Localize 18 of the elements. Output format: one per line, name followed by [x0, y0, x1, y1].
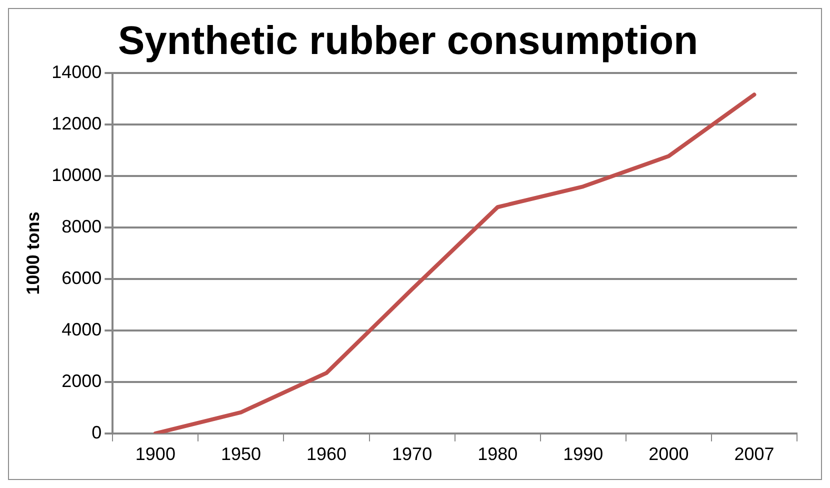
x-tick-label: 2007 — [734, 444, 774, 464]
y-tick-label: 4000 — [62, 319, 102, 340]
chart-title: Synthetic rubber consumption — [118, 19, 698, 64]
x-tick-label: 1960 — [306, 444, 347, 464]
x-tick-label: 2000 — [648, 444, 689, 464]
y-tick-label: 14000 — [52, 62, 102, 82]
y-axis-title: 1000 tons — [22, 212, 43, 295]
x-tick-label: 1950 — [220, 444, 261, 464]
y-tick-label: 12000 — [52, 113, 102, 134]
y-tick-label: 8000 — [62, 216, 102, 236]
x-tick-label: 1970 — [392, 444, 432, 464]
y-tick-label: 10000 — [52, 164, 102, 185]
x-tick-label: 1900 — [135, 444, 176, 464]
x-tick-label: 1990 — [563, 444, 604, 464]
x-tick-label: 1980 — [478, 444, 518, 464]
y-tick-label: 2000 — [62, 370, 102, 391]
y-tick-label: 6000 — [62, 268, 102, 288]
y-tick-label: 0 — [92, 422, 102, 442]
